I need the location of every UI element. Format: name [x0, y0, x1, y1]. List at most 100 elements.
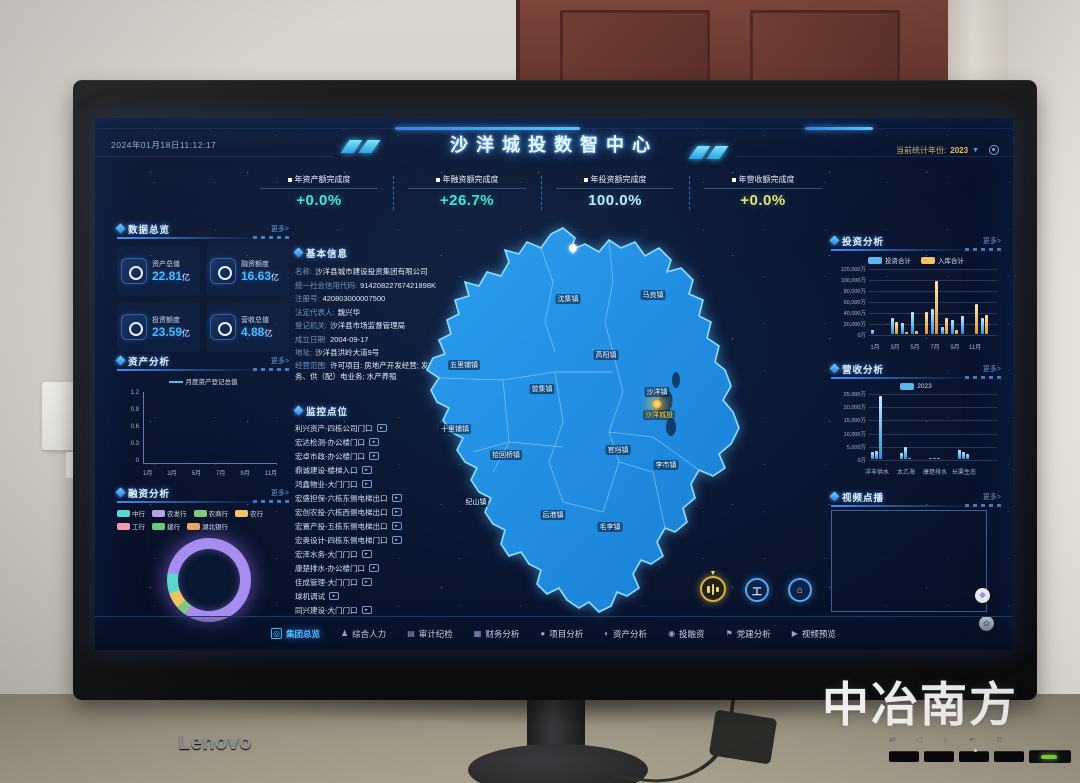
bar — [945, 318, 948, 334]
chat-bubble-button[interactable]: ❖ — [975, 588, 990, 603]
panel-underline — [117, 500, 289, 503]
grid-line — [869, 460, 997, 461]
more-link[interactable]: 更多> — [982, 493, 1001, 501]
grid-line — [869, 269, 997, 270]
watermark: 中冶南方 — [822, 678, 1018, 731]
camera-play-icon — [329, 592, 339, 600]
monitor-point-row[interactable]: 佳成管理-大门门口 — [295, 575, 483, 589]
camera-play-icon — [361, 466, 372, 474]
doc-icon: ▤ — [407, 629, 415, 638]
video-preview-area[interactable] — [831, 510, 987, 612]
nav-item-project[interactable]: ● 项目分析 — [540, 628, 583, 640]
monitor-point-row[interactable]: 鼎诚建设-楼梯入口 — [295, 463, 483, 477]
home-icon[interactable]: ⌂ — [788, 578, 812, 602]
bar — [871, 330, 874, 334]
legend-swatch — [117, 509, 130, 517]
timestamp: 2024年01月18日11:12:17 — [111, 140, 217, 150]
nav-item-flag[interactable]: ⚑ 党建分析 — [726, 628, 771, 640]
year-selector[interactable]: 当前统计年份: 2023 ▼ — [896, 145, 979, 156]
financing-donut-chart — [167, 538, 251, 622]
nav-item-grid[interactable]: ◎ 集团总览 — [271, 628, 320, 640]
info-label: 名称: — [295, 267, 313, 276]
nav-item-finance[interactable]: ▦ 财务分析 — [474, 628, 520, 640]
stat-card: 投资额度 23.59亿 — [117, 302, 200, 352]
monitor-point-row[interactable]: 宏卓市政-办公楼门口 — [295, 449, 483, 463]
camera-play-icon — [391, 522, 402, 530]
more-link[interactable]: 更多> — [270, 357, 289, 365]
monitor-point-row[interactable]: 利兴资产-四栋公司门口 — [295, 421, 483, 435]
brightness-icon: ☼ — [941, 734, 950, 744]
power-icon: ⊙ — [995, 734, 1003, 744]
x-tick-label: 7月 — [930, 345, 940, 351]
y-tick-label: 100,000万 — [840, 278, 866, 284]
bar — [931, 309, 934, 334]
more-link[interactable]: 更多> — [270, 489, 289, 497]
bar — [871, 452, 874, 459]
construction-icon[interactable]: 工 — [745, 578, 769, 602]
company-marker[interactable] — [652, 399, 662, 409]
x-tick-label: 11月 — [968, 345, 982, 351]
year-value: 2023 — [950, 146, 969, 155]
legend-label: 工行 — [132, 524, 145, 531]
y-tick-label: 0 — [135, 458, 139, 464]
info-row: 法定代表人: 魏兴华 — [295, 306, 483, 320]
town-label: 高阳镇 — [593, 350, 619, 360]
stat-card: 融资额度 16.63亿 — [206, 246, 289, 296]
nav-item-person[interactable]: ♟ 综合人力 — [341, 628, 386, 640]
info-label: 经营范围: — [295, 360, 328, 370]
panel-financing-analysis: 融资分析 更多> 中行 农发行 农商行 农行 工行 建行 湖北银行 — [115, 486, 289, 622]
monitor-point-row[interactable]: 鸿鑫物业-大门门口 — [295, 477, 483, 491]
panel-asset-analysis: 资产分析 更多> 月度资产登记总值 1.2 0.9 0.6 0.3 0 1月 3月 5月 7月… — [115, 354, 289, 480]
monitor-point-label: 宏泽水务-大门门口 — [295, 549, 358, 559]
more-link[interactable]: 更多> — [982, 365, 1001, 373]
panel-underline — [831, 376, 1001, 379]
legend-swatch — [152, 509, 165, 517]
monitor-point-row[interactable]: 宏泽水务-大门门口 — [295, 547, 483, 561]
more-link[interactable]: 更多> — [982, 237, 1001, 245]
stat-unit: 亿 — [182, 273, 191, 282]
panel-title: 监控点位 — [306, 406, 349, 418]
y-tick-label: 20,000万 — [843, 322, 866, 328]
kpi-item: 年融资额完成度 +26.7% — [408, 174, 526, 210]
nav-item-asset[interactable]: ◐ 资产分析 — [604, 628, 647, 640]
nav-item-doc[interactable]: ▤ 审计纪检 — [407, 628, 453, 640]
monitor-point-row[interactable]: 宏创农投-六栋西侧电梯出口 — [295, 505, 483, 519]
info-row: 注册号: 420803000007500 — [295, 292, 483, 306]
stat-icon — [121, 314, 147, 340]
chart-marker-icon[interactable] — [700, 576, 726, 602]
bar-glyph — [716, 586, 719, 592]
x-tick-label: 5月 — [910, 345, 920, 351]
brightness-button — [959, 749, 989, 762]
monitor-point-row[interactable]: 同兴建设-大门门口 — [295, 603, 483, 617]
nav-item-video[interactable]: ▶ 视频预览 — [792, 628, 836, 640]
monitor-point-row[interactable]: 宏达检测-办公楼门口 — [295, 435, 483, 449]
town-label: 纪山镇 — [463, 497, 489, 507]
year-label: 当前统计年份: — [896, 146, 947, 155]
info-value: 沙洋县城市建设投资集团有限公司 — [315, 267, 428, 276]
chevron-down-icon: ▼ — [972, 147, 979, 154]
gear-icon[interactable] — [989, 145, 999, 155]
panel-title: 资产分析 — [128, 356, 171, 368]
diamond-icon — [115, 355, 126, 366]
kpi-item: 年营收额完成度 +0.0% — [704, 174, 822, 210]
monitor-point-row[interactable]: 球机调试 — [295, 589, 483, 603]
diamond-icon — [293, 405, 304, 416]
grid-line — [869, 394, 997, 395]
project-icon: ● — [540, 629, 546, 638]
nav-item-invest[interactable]: ◉ 投融资 — [668, 628, 705, 640]
info-label: 统一社会信用代码: — [295, 280, 358, 290]
monitor-point-row[interactable]: 宏盛担保-六栋东侧电梯出口 — [295, 491, 483, 505]
info-value: 沙洋县市场监督管理局 — [330, 321, 406, 330]
legend-swatch — [187, 522, 200, 530]
more-link[interactable]: 更多> — [270, 225, 289, 233]
monitor-point-row[interactable]: 康楚排水-办公楼门口 — [295, 561, 483, 575]
bar — [961, 316, 964, 334]
legend-item: 农行 — [235, 508, 263, 518]
legend-label: 农行 — [250, 511, 263, 518]
legend-label: 中行 — [132, 511, 145, 518]
header-line — [95, 156, 333, 157]
monitor-point-label: 佳成管理-大门门口 — [295, 577, 358, 587]
monitor-point-row[interactable]: 宏置产投-五栋东侧电梯出口 — [295, 519, 483, 533]
camera-play-icon — [361, 550, 372, 558]
monitor-point-row[interactable]: 宏奥设计-四栋东侧电梯门口 — [295, 533, 483, 547]
